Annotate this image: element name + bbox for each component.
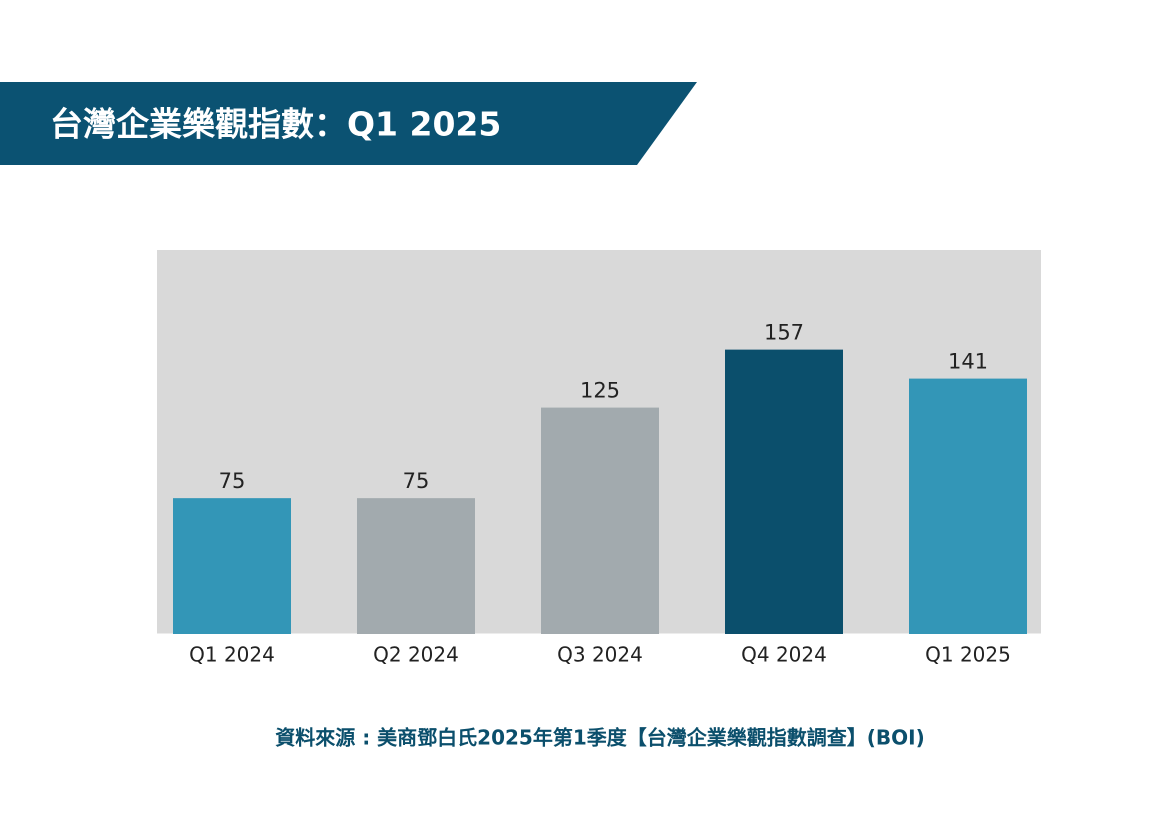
x-tick-label: Q1 2024 [189,643,275,667]
bar [357,498,475,634]
title-banner [0,82,697,165]
data-label: 141 [948,350,988,374]
x-tick-label: Q1 2025 [925,643,1011,667]
x-tick-label: Q3 2024 [557,643,643,667]
x-tick-label: Q4 2024 [741,643,827,667]
bar [725,349,843,634]
data-label: 125 [580,379,620,403]
data-label: 75 [403,469,430,493]
source-note: 資料來源 : 美商鄧白氏2025年第1季度【台灣企業樂觀指數調查】(BOI) [275,726,924,750]
bar [541,407,659,634]
x-tick-label: Q2 2024 [373,643,459,667]
data-label: 157 [764,321,804,345]
bar [909,378,1027,634]
data-label: 75 [219,469,246,493]
bar [173,498,291,634]
chart-title: 台灣企業樂觀指數：Q1 2025 [50,105,501,144]
